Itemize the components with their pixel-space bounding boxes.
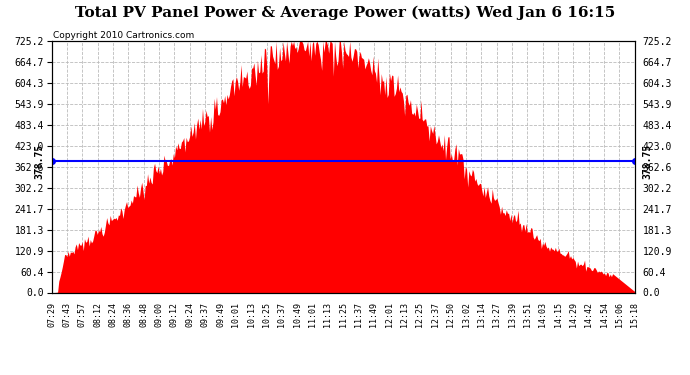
Text: 378.75: 378.75 [34,144,44,179]
Text: Copyright 2010 Cartronics.com: Copyright 2010 Cartronics.com [53,31,194,40]
Text: 378.75: 378.75 [642,144,653,179]
Text: Total PV Panel Power & Average Power (watts) Wed Jan 6 16:15: Total PV Panel Power & Average Power (wa… [75,6,615,20]
